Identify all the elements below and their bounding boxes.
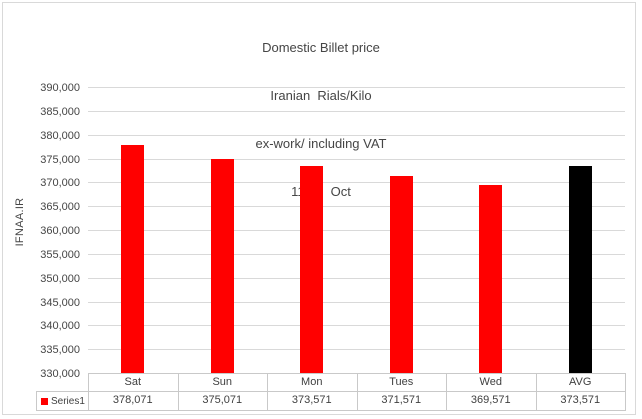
- gridline: [88, 325, 625, 327]
- y-tick-label: 340,000: [40, 320, 80, 333]
- value-cell-wed: 369,571: [470, 394, 511, 406]
- y-tick-label: 370,000: [40, 177, 80, 190]
- gridline: [88, 87, 625, 88]
- bar-mon: [300, 166, 324, 374]
- category-cell-tues: Tues: [389, 376, 414, 388]
- gridline: [88, 110, 625, 112]
- chart-title: Domestic Billet price Iranian Rials/Kilo…: [0, 8, 642, 232]
- bar-avg: [568, 166, 592, 374]
- gridline: [88, 134, 625, 136]
- category-cell-wed: Wed: [479, 376, 502, 388]
- table-column-border: [625, 373, 626, 411]
- category-cell-avg: AVG: [569, 376, 592, 388]
- gridline: [88, 349, 625, 351]
- legend-label: Series1: [51, 395, 85, 407]
- y-tick-label: 360,000: [40, 225, 80, 237]
- bar-sun: [210, 159, 234, 374]
- y-tick-label: 330,000: [40, 368, 80, 380]
- y-tick-label: 345,000: [40, 296, 80, 309]
- bar-tues: [389, 175, 413, 374]
- value-cell-sun: 375,071: [202, 394, 243, 406]
- gridline: [88, 158, 625, 160]
- gridline: [88, 253, 625, 255]
- gridline: [88, 230, 625, 231]
- table-column-border: [88, 373, 89, 411]
- value-cell-mon: 373,571: [291, 394, 332, 406]
- value-cell-tues: 371,571: [381, 394, 422, 406]
- y-tick-label: 390,000: [40, 82, 80, 94]
- category-cell-sun: Sun: [212, 376, 233, 388]
- title-line-1: Domestic Billet price: [262, 40, 380, 55]
- y-tick-label: 355,000: [40, 248, 80, 261]
- legend-marker-icon: [41, 397, 48, 405]
- table-column-border: [177, 373, 179, 411]
- bar-sat: [121, 144, 145, 374]
- gridline: [88, 301, 625, 303]
- table-column-border: [446, 373, 447, 411]
- y-tick-label: 380,000: [40, 129, 80, 142]
- y-tick-label: 350,000: [40, 272, 80, 285]
- table-column-border: [356, 373, 358, 411]
- table-column-border: [267, 373, 268, 411]
- title-line-2: Iranian Rials/Kilo: [270, 88, 372, 103]
- category-cell-mon: Mon: [301, 376, 323, 388]
- y-tick-label: 365,000: [40, 201, 80, 214]
- y-tick-label: 385,000: [40, 105, 80, 118]
- y-tick-label: 335,000: [40, 344, 80, 357]
- legend-key: Series1: [37, 392, 88, 410]
- value-cell-avg: 373,571: [560, 394, 601, 406]
- gridline: [88, 277, 625, 279]
- gridline: [88, 206, 625, 208]
- title-line-3: ex-work/ including VAT: [255, 136, 387, 151]
- bar-wed: [479, 185, 503, 374]
- table-mid-border: [36, 391, 626, 392]
- plot-area: [88, 87, 625, 374]
- y-tick-label: 375,000: [40, 153, 80, 166]
- table-column-border: [535, 373, 537, 411]
- table-bottom-border: [36, 410, 626, 411]
- value-cell-sat: 378,071: [112, 394, 153, 406]
- category-cell-sat: Sat: [124, 376, 141, 388]
- gridline: [88, 182, 625, 184]
- legend-cell-left-border: [36, 391, 37, 411]
